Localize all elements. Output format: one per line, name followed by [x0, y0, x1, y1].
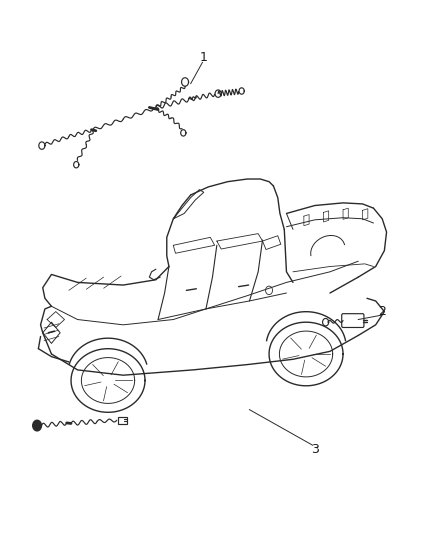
Bar: [117, 417, 127, 424]
Text: 1: 1: [200, 51, 208, 63]
Text: 3: 3: [311, 443, 319, 456]
Text: 2: 2: [378, 305, 386, 318]
Circle shape: [33, 420, 42, 431]
